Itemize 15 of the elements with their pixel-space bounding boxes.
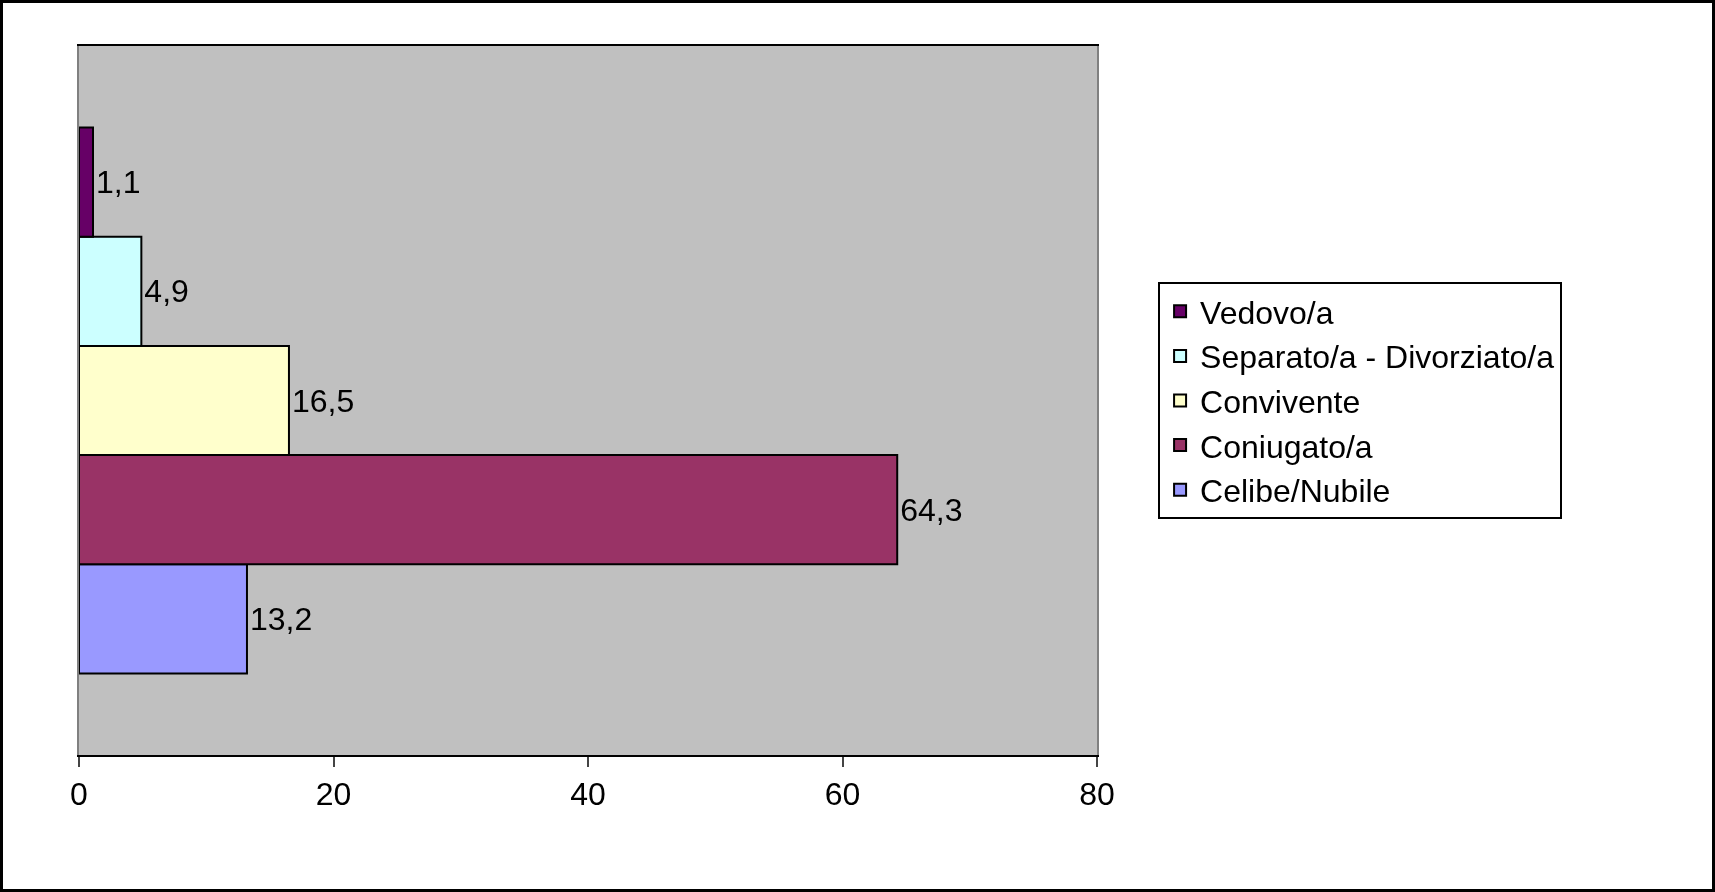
data-label: 13,2 bbox=[249, 600, 313, 637]
legend-label: Convivente bbox=[1200, 383, 1361, 420]
x-tick-label: 0 bbox=[70, 776, 88, 813]
data-label: 64,3 bbox=[900, 491, 963, 528]
legend-label: Vedovo/a bbox=[1200, 294, 1334, 331]
x-tick-label: 20 bbox=[315, 776, 352, 813]
legend-label: Separato/a - Divorziato/a bbox=[1200, 339, 1555, 376]
x-tick-label: 60 bbox=[824, 776, 861, 813]
x-tick-label: 40 bbox=[570, 776, 606, 813]
legend-label: Celibe/Nubile bbox=[1200, 473, 1391, 510]
data-label: 1,1 bbox=[96, 164, 141, 201]
data-label: 16,5 bbox=[291, 382, 355, 419]
legend-label: Coniugato/a bbox=[1200, 428, 1373, 465]
x-tick-label: 80 bbox=[1079, 776, 1115, 813]
data-label: 4,9 bbox=[144, 273, 189, 310]
